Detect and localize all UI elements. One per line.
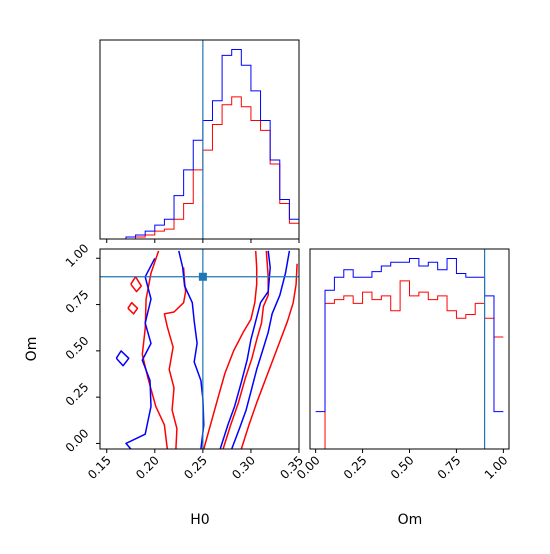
contour-blue-4 — [115, 350, 130, 367]
contour-red-4 — [240, 263, 298, 449]
h0-axis-label: H0 — [190, 512, 209, 528]
contour-blue-3 — [230, 250, 291, 449]
h0-histogram-red — [106, 96, 299, 240]
om-histogram-red — [315, 280, 504, 450]
contour-blue-0 — [125, 257, 156, 449]
contour-red-0 — [141, 250, 169, 449]
contour-red-1 — [163, 267, 187, 449]
om-histogram-blue — [315, 258, 504, 413]
om-y-axis-label: Om — [24, 337, 40, 362]
h0-marginal-panel — [99, 39, 300, 243]
contour-red-5 — [130, 276, 143, 293]
h0-marginal-frame — [99, 39, 300, 240]
joint-frame — [99, 248, 300, 450]
joint-truth-marker — [198, 272, 207, 281]
om-axis-label: Om — [398, 512, 423, 528]
joint-contours — [115, 250, 298, 449]
contour-red-2 — [203, 250, 258, 449]
contour-red-6 — [127, 301, 139, 315]
contour-blue-2 — [219, 250, 271, 449]
